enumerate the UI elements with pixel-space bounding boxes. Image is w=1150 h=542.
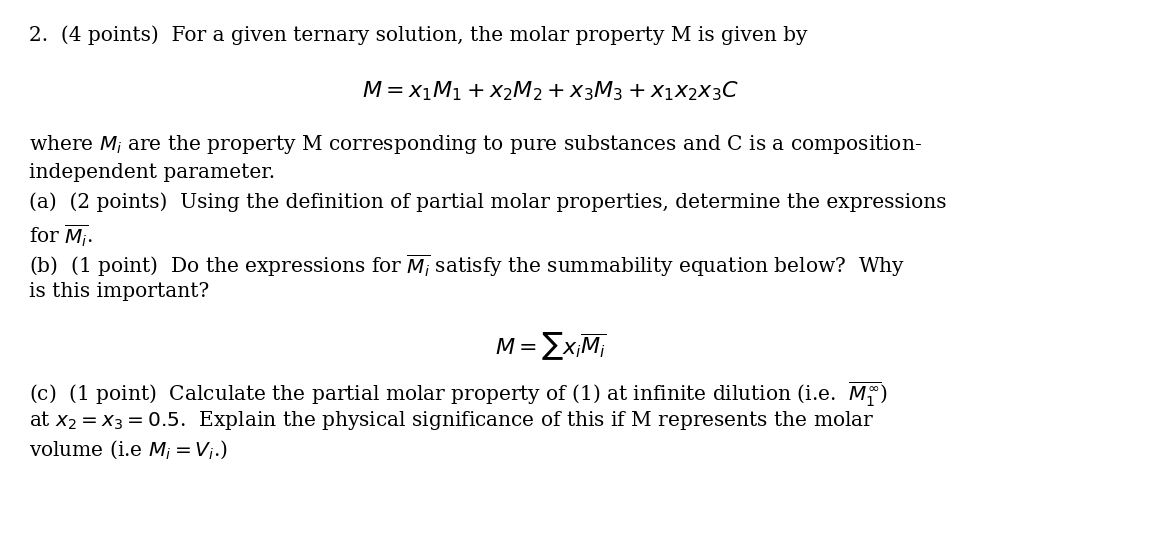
Text: at $x_2 = x_3 = 0.5$.  Explain the physical significance of this if M represents: at $x_2 = x_3 = 0.5$. Explain the physic… — [29, 409, 874, 431]
Text: $M = x_1M_1 + x_2M_2 + x_3M_3 + x_1x_2x_3C$: $M = x_1M_1 + x_2M_2 + x_3M_3 + x_1x_2x_… — [362, 80, 739, 103]
Text: for $\overline{M_i}$.: for $\overline{M_i}$. — [29, 222, 93, 249]
Text: where $M_i$ are the property M corresponding to pure substances and C is a compo: where $M_i$ are the property M correspon… — [29, 133, 922, 157]
Text: independent parameter.: independent parameter. — [29, 163, 275, 182]
Text: 2.  (4 points)  For a given ternary solution, the molar property M is given by: 2. (4 points) For a given ternary soluti… — [29, 25, 807, 46]
Text: (b)  (1 point)  Do the expressions for $\overline{M_i}$ satisfy the summability : (b) (1 point) Do the expressions for $\o… — [29, 252, 905, 279]
Text: (c)  (1 point)  Calculate the partial molar property of (1) at infinite dilution: (c) (1 point) Calculate the partial mola… — [29, 379, 888, 409]
Text: is this important?: is this important? — [29, 282, 209, 301]
Text: volume (i.e $M_i = V_i$.): volume (i.e $M_i = V_i$.) — [29, 438, 228, 461]
Text: $M = \sum x_i\overline{M_i}$: $M = \sum x_i\overline{M_i}$ — [494, 330, 607, 362]
Text: (a)  (2 points)  Using the definition of partial molar properties, determine the: (a) (2 points) Using the definition of p… — [29, 193, 946, 212]
